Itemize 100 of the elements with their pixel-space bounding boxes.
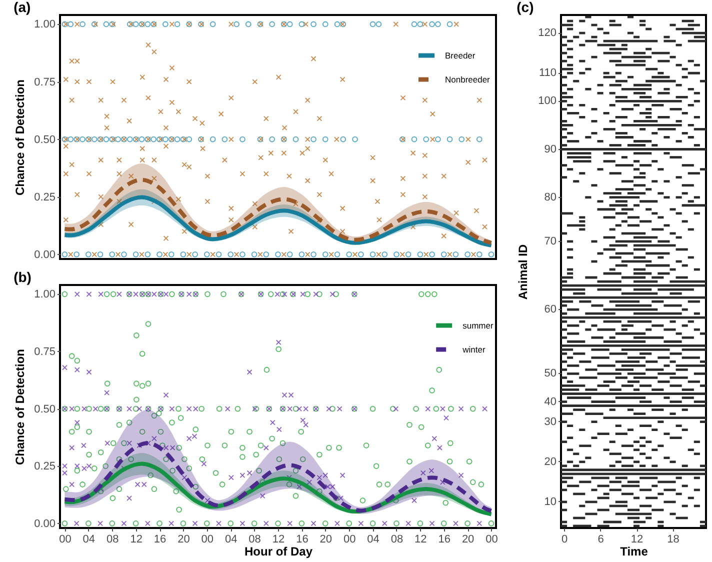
bar xyxy=(561,500,568,504)
bar xyxy=(579,216,586,219)
bar xyxy=(561,52,568,54)
y-tick-label: 0.25 xyxy=(34,191,56,204)
bar xyxy=(682,68,688,70)
bar xyxy=(561,96,574,98)
bar xyxy=(561,164,568,166)
bar xyxy=(573,492,586,496)
bar xyxy=(670,384,682,387)
bar xyxy=(652,212,658,215)
bar xyxy=(591,304,604,307)
bar xyxy=(664,432,670,436)
bar xyxy=(634,440,640,444)
bar xyxy=(579,116,586,118)
bar xyxy=(567,356,574,359)
bar xyxy=(579,428,586,432)
bar xyxy=(634,176,646,179)
bar xyxy=(591,240,598,243)
bar xyxy=(603,236,616,239)
bar xyxy=(694,488,700,492)
bar xyxy=(682,132,688,134)
y-tick-label: 0.50 xyxy=(34,403,56,416)
bar xyxy=(682,324,688,327)
y-tick-label: 1.00 xyxy=(34,288,56,301)
bar xyxy=(567,240,574,243)
bar xyxy=(597,140,604,142)
bar xyxy=(567,48,574,50)
bar xyxy=(646,48,652,50)
bar xyxy=(682,428,688,432)
bar xyxy=(561,60,568,62)
bar xyxy=(664,136,670,138)
bar xyxy=(597,484,610,488)
bar xyxy=(634,496,640,500)
bar xyxy=(567,372,580,375)
bar xyxy=(561,368,568,371)
bar xyxy=(561,316,706,319)
bar xyxy=(621,492,634,496)
bar xyxy=(579,480,592,484)
bar xyxy=(676,364,706,367)
bar xyxy=(597,168,604,171)
bar xyxy=(634,448,640,452)
bar xyxy=(682,76,688,78)
bar xyxy=(694,196,700,199)
bar xyxy=(621,484,640,488)
bar xyxy=(670,360,676,363)
bar xyxy=(646,188,652,191)
y-tick-label: 100 xyxy=(538,95,556,108)
bar xyxy=(652,180,658,183)
bar xyxy=(603,448,610,452)
bar xyxy=(561,176,568,179)
bar xyxy=(682,204,706,207)
bar xyxy=(573,180,580,183)
bar xyxy=(561,384,586,387)
line-series xyxy=(62,441,494,513)
bar xyxy=(567,448,574,452)
bar xyxy=(603,128,616,130)
bar xyxy=(591,420,598,423)
x-tick-label: 16 xyxy=(438,534,450,546)
y-axis-title: Chance of Detection xyxy=(13,79,28,196)
x-tick-label: 08 xyxy=(248,534,261,546)
y-tick-label: 0.75 xyxy=(34,346,56,358)
bar xyxy=(585,40,598,42)
bar xyxy=(591,356,610,359)
bar xyxy=(694,372,706,375)
bar xyxy=(688,104,694,106)
bar xyxy=(597,496,610,500)
bar xyxy=(579,72,586,74)
y-tick-label: 70 xyxy=(544,235,556,248)
bar xyxy=(664,456,670,460)
x-tick-label: 20 xyxy=(462,534,474,546)
y-tick-label: 80 xyxy=(544,191,556,204)
bar xyxy=(567,424,574,428)
x-tick-label: 04 xyxy=(82,534,96,546)
bar xyxy=(567,484,580,488)
bar xyxy=(682,164,694,166)
bar xyxy=(682,184,694,187)
bar xyxy=(627,224,640,227)
bar xyxy=(579,360,592,363)
x-tick-label: 00 xyxy=(201,534,214,546)
x-tick-label: 08 xyxy=(390,534,404,546)
bar xyxy=(585,412,604,415)
bar xyxy=(688,72,700,74)
bar xyxy=(561,212,574,215)
chart-title: (b) xyxy=(14,269,32,285)
bar xyxy=(694,100,700,102)
x-tick-label: 00 xyxy=(486,534,498,546)
bar xyxy=(591,120,598,122)
bar xyxy=(658,116,670,118)
bar xyxy=(640,200,658,203)
bar xyxy=(652,132,658,134)
bar xyxy=(585,368,598,371)
bar xyxy=(603,76,616,78)
x-axis-title: Time xyxy=(620,544,648,558)
bar xyxy=(670,156,682,158)
y-tick-label: 0.25 xyxy=(34,460,56,473)
bar xyxy=(664,488,676,492)
x-tick-label: 16 xyxy=(296,534,308,546)
x-tick-label: 6 xyxy=(598,534,604,546)
bar xyxy=(640,488,652,492)
bar xyxy=(700,384,706,387)
